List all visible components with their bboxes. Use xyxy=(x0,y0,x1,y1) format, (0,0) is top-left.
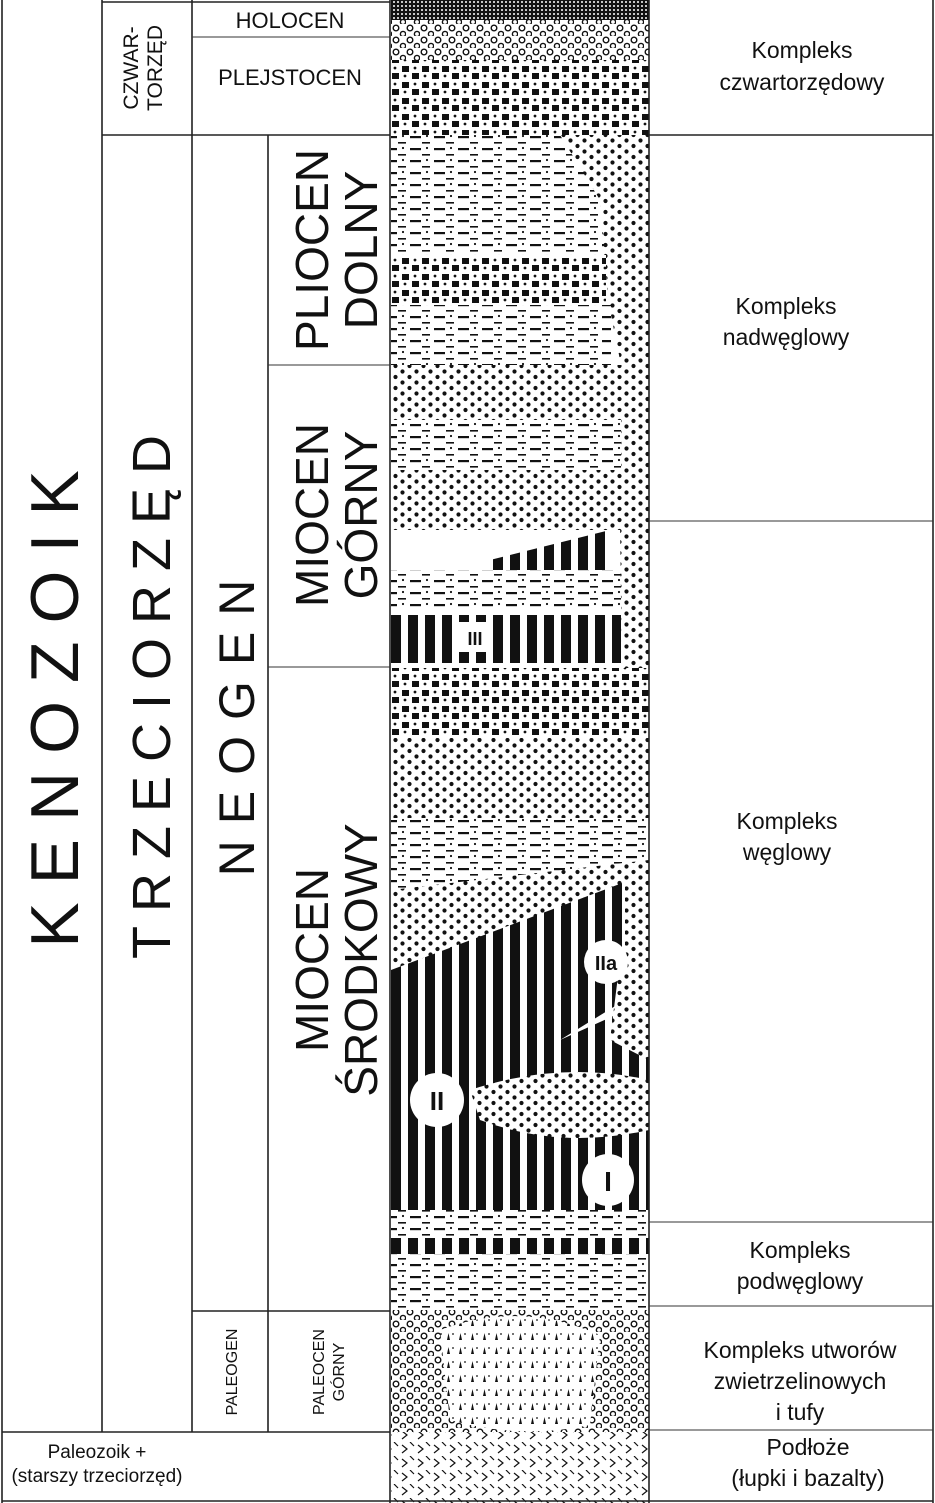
subperiod-paleogen: PALEOGEN xyxy=(224,1329,241,1416)
epoch-miocen-srodkowy-line2: ŚRODKOWY xyxy=(335,823,387,1096)
sub-coal-coal-band xyxy=(391,1238,649,1254)
seam-ii-label: II xyxy=(430,1086,444,1116)
complex-podloze-line1: Podłoże xyxy=(766,1434,849,1460)
pliocene-checker-layer xyxy=(391,255,606,305)
seam-iii-layer xyxy=(391,615,621,663)
basement-layer xyxy=(391,1432,649,1503)
epoch-paleocen-line1: PALEOCEN xyxy=(311,1329,328,1415)
seam-iii-label: III xyxy=(467,629,482,649)
complex-czwartorzedowy-line1: Kompleks xyxy=(752,37,853,63)
tuff-lens xyxy=(440,1316,600,1431)
complex-nadweglowy-line1: Kompleks xyxy=(736,293,837,319)
pleistocene-layer-circles xyxy=(391,20,649,60)
upper-miocene-clay-band xyxy=(391,420,621,470)
era-paleozoik: Paleozoik + xyxy=(48,1442,147,1463)
complex-czwartorzedowy-line2: czwartorzędowy xyxy=(720,69,885,95)
complex-zwietrzelinowy-line1: Kompleks utworów xyxy=(703,1337,896,1363)
complex-zwietrzelinowy-line2: zwietrzelinowych xyxy=(714,1368,887,1394)
pliocene-lower-clay xyxy=(391,305,611,365)
pleistocene-layer-checker xyxy=(391,60,649,135)
period-trzeciorzed: TRZECIORZĘD xyxy=(122,421,182,959)
epoch-plejstocen: PLEJSTOCEN xyxy=(218,65,362,90)
period-czwartorzed-line1: CZWAR- xyxy=(120,26,143,109)
complex-podweglowy-line1: Kompleks xyxy=(750,1237,851,1263)
complex-zwietrzelinowy-line3: i tufy xyxy=(776,1399,825,1425)
era-paleozoik-sub: (starszy trzeciorzęd) xyxy=(11,1466,182,1487)
epoch-pliocen-line2: DOLNY xyxy=(335,171,387,329)
epoch-holocen: HOLOCEN xyxy=(236,8,345,33)
seam-i-label: I xyxy=(604,1166,612,1197)
complex-nadweglowy-line2: nadwęglowy xyxy=(723,324,850,350)
complex-weglowy-line1: Kompleks xyxy=(737,808,838,834)
complex-weglowy-line2: węglowy xyxy=(742,839,832,865)
seam-iia-label: IIa xyxy=(595,953,618,975)
middle-miocene-checker xyxy=(391,668,649,738)
subperiod-neogen: NEOGEN xyxy=(209,564,265,877)
epoch-miocen-srodkowy-line1: MIOCEN xyxy=(286,868,338,1052)
epoch-pliocen-line1: PLIOCEN xyxy=(286,149,338,351)
middle-miocene-sand xyxy=(391,738,649,818)
complex-podweglowy-line2: podwęglowy xyxy=(737,1268,864,1294)
period-czwartorzed-line2: TORZĘD xyxy=(144,25,167,111)
sub-coal-clay-lower xyxy=(391,1254,649,1310)
epoch-miocen-gorny-line2: GÓRNY xyxy=(335,431,387,600)
epoch-paleocen-line2: GÓRNY xyxy=(329,1342,348,1401)
holocene-layer xyxy=(391,0,649,20)
complex-podloze-line2: (łupki i bazalty) xyxy=(731,1465,884,1491)
upper-miocene-clay-lower xyxy=(391,570,621,610)
lithology-column xyxy=(391,0,649,1503)
sub-coal-clay xyxy=(391,1210,649,1238)
era-kenozoik: KENOZOIK xyxy=(17,452,93,947)
upper-miocene-coal-wedge xyxy=(490,530,610,570)
epoch-miocen-gorny-line1: MIOCEN xyxy=(286,423,338,607)
